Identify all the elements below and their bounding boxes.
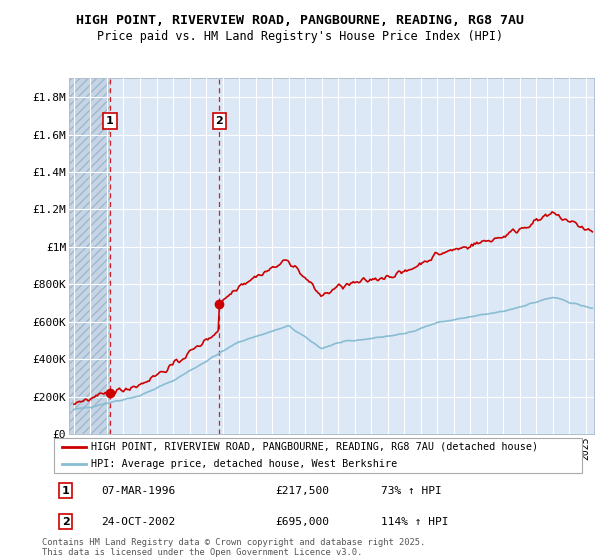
Text: 07-MAR-1996: 07-MAR-1996 — [101, 486, 176, 496]
Text: 1: 1 — [62, 486, 70, 496]
Text: 114% ↑ HPI: 114% ↑ HPI — [382, 517, 449, 527]
Text: £695,000: £695,000 — [276, 517, 330, 527]
Text: HIGH POINT, RIVERVIEW ROAD, PANGBOURNE, READING, RG8 7AU: HIGH POINT, RIVERVIEW ROAD, PANGBOURNE, … — [76, 14, 524, 27]
Text: Contains HM Land Registry data © Crown copyright and database right 2025.
This d: Contains HM Land Registry data © Crown c… — [42, 538, 425, 557]
Text: 24-OCT-2002: 24-OCT-2002 — [101, 517, 176, 527]
Text: 2: 2 — [62, 517, 70, 527]
Text: 2: 2 — [215, 116, 223, 126]
Text: HPI: Average price, detached house, West Berkshire: HPI: Average price, detached house, West… — [91, 459, 397, 469]
Text: Price paid vs. HM Land Registry's House Price Index (HPI): Price paid vs. HM Land Registry's House … — [97, 30, 503, 43]
Text: 1: 1 — [106, 116, 114, 126]
Bar — [110, 78, 220, 434]
Text: HIGH POINT, RIVERVIEW ROAD, PANGBOURNE, READING, RG8 7AU (detached house): HIGH POINT, RIVERVIEW ROAD, PANGBOURNE, … — [91, 442, 538, 452]
Text: 73% ↑ HPI: 73% ↑ HPI — [382, 486, 442, 496]
Text: £217,500: £217,500 — [276, 486, 330, 496]
Bar — [69, 78, 110, 434]
